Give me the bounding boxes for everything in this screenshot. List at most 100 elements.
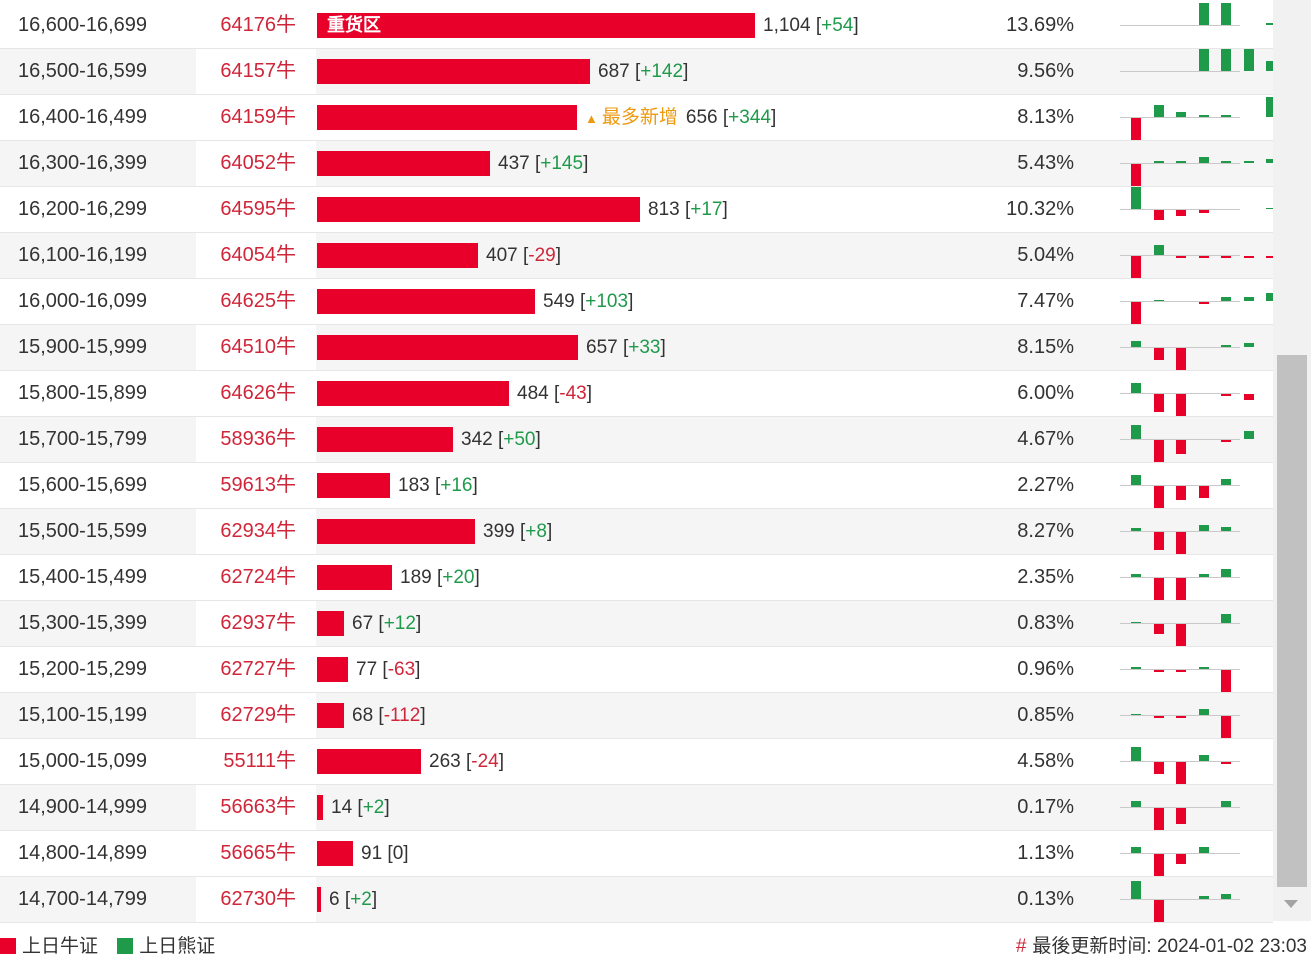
code-cell: 64054牛 — [196, 233, 316, 278]
warrant-code[interactable]: 64595牛 — [220, 198, 296, 220]
sparkline-bar — [1153, 716, 1164, 718]
table-row[interactable]: 14,900-14,999 56663牛 14 [+2] 0.17% — [0, 785, 1273, 831]
warrant-code[interactable]: 62934牛 — [220, 520, 296, 542]
warrant-code[interactable]: 56663牛 — [220, 796, 296, 818]
scroll-down-arrow-icon[interactable] — [1284, 900, 1298, 908]
sparkline-bar — [1198, 709, 1209, 715]
legend-bull-label: 上日牛证 — [22, 936, 99, 957]
sparkline-bar — [1176, 716, 1186, 718]
warrant-code[interactable]: 56665牛 — [220, 842, 296, 864]
table-row[interactable]: 16,100-16,199 64054牛 407 [-29] 5.04% — [0, 233, 1276, 279]
sparkline-bar — [1131, 256, 1141, 278]
warrant-code[interactable]: 62730牛 — [220, 888, 296, 910]
price-range: 16,600-16,699 — [18, 14, 148, 36]
sparkline-bar — [1243, 49, 1254, 71]
table-row[interactable]: 16,600-16,699 64176牛 重货区 1,104 [+54] 13.69% — [0, 3, 1276, 49]
volume-bar — [317, 611, 344, 636]
percentage: 9.56% — [1017, 60, 1074, 82]
warrant-code[interactable]: 64625牛 — [220, 290, 296, 312]
percentage: 13.69% — [1006, 14, 1074, 36]
value-text: 67 — [352, 613, 374, 634]
warrant-code[interactable]: 64159牛 — [220, 106, 296, 128]
table-row[interactable]: 15,600-15,699 59613牛 183 [+16] 2.27% — [0, 463, 1273, 509]
sparkline-baseline — [1120, 485, 1240, 486]
hash-icon: # — [1015, 936, 1027, 957]
warrant-code[interactable]: 64176牛 — [220, 14, 296, 36]
percentage: 2.27% — [1017, 474, 1074, 496]
sparkline-bar — [1198, 896, 1209, 899]
bar-cell: 183 [+16] — [316, 463, 1006, 508]
table-row[interactable]: 15,700-15,799 58936牛 342 [+50] 4.67% — [0, 417, 1273, 463]
warrant-code[interactable]: 59613牛 — [220, 474, 296, 496]
delta-text: +2 — [362, 797, 385, 818]
sparkline-bar — [1176, 256, 1186, 258]
sparkline-bar — [1176, 440, 1186, 454]
sparkline-bar — [1221, 569, 1231, 577]
warrant-code[interactable]: 55111牛 — [223, 750, 296, 772]
table-row[interactable]: 16,200-16,299 64595牛 813 [+17] 10.32% — [0, 187, 1276, 233]
sparkline-bar — [1176, 161, 1186, 163]
warrant-code[interactable]: 58936牛 — [220, 428, 296, 450]
table-row[interactable]: 15,800-15,899 64626牛 484 [-43] 6.00% — [0, 371, 1273, 417]
vertical-scrollbar[interactable] — [1273, 0, 1311, 921]
code-cell: 55111牛 — [196, 739, 316, 784]
delta-text: +12 — [383, 613, 416, 634]
percentage: 0.17% — [1017, 796, 1074, 818]
sparkline-bar — [1221, 762, 1231, 764]
price-range: 16,200-16,299 — [18, 198, 148, 220]
code-cell: 64176牛 — [196, 3, 316, 48]
bar-cell: 484 [-43] — [316, 371, 1006, 416]
warrant-code[interactable]: 64052牛 — [220, 152, 296, 174]
delta-text: 0 — [392, 843, 404, 864]
sparkline-bar — [1198, 525, 1209, 531]
value-text: 91 — [361, 843, 383, 864]
sparkline-bar — [1198, 847, 1209, 853]
table-row[interactable]: 15,100-15,199 62729牛 68 [-112] 0.85% — [0, 693, 1273, 739]
table-row[interactable]: 15,400-15,499 62724牛 189 [+20] 2.35% — [0, 555, 1273, 601]
warrant-code[interactable]: 64157牛 — [220, 60, 296, 82]
table-row[interactable]: 16,500-16,599 64157牛 687 [+142] 9.56% — [0, 49, 1276, 95]
warrant-code[interactable]: 64626牛 — [220, 382, 296, 404]
percentage: 8.13% — [1017, 106, 1074, 128]
sparkline-bar — [1243, 161, 1254, 163]
table-row[interactable]: 15,200-15,299 62727牛 77 [-63] 0.96% — [0, 647, 1273, 693]
sparkline-bar — [1131, 118, 1141, 140]
value-text: 68 — [352, 705, 374, 726]
sparkline-baseline — [1120, 301, 1240, 302]
table-row[interactable]: 15,000-15,099 55111牛 263 [-24] 4.58% — [0, 739, 1273, 785]
table-row[interactable]: 15,300-15,399 62937牛 67 [+12] 0.83% — [0, 601, 1273, 647]
delta-text: +103 — [585, 291, 629, 312]
warrant-code[interactable]: 62729牛 — [220, 704, 296, 726]
sparkline-bar — [1131, 747, 1141, 761]
warrant-code[interactable]: 64054牛 — [220, 244, 296, 266]
bar-value: 437 [+145] — [498, 153, 589, 174]
warrant-code[interactable]: 62937牛 — [220, 612, 296, 634]
scrollbar-thumb[interactable] — [1277, 355, 1307, 887]
delta-text: +145 — [540, 153, 584, 174]
trend-sparkline — [1120, 141, 1276, 186]
warrant-code[interactable]: 64510牛 — [220, 336, 296, 358]
triangle-up-icon: ▲ — [585, 111, 598, 126]
table-row[interactable]: 16,000-16,099 64625牛 549 [+103] 7.47% — [0, 279, 1276, 325]
bar-value: 6 [+2] — [329, 889, 378, 910]
code-cell: 62729牛 — [196, 693, 316, 738]
warrant-code[interactable]: 62727牛 — [220, 658, 296, 680]
price-range: 15,700-15,799 — [18, 428, 148, 450]
table-row[interactable]: 16,400-16,499 64159牛 ▲ 最多新增 656 [+344] 8.13% — [0, 95, 1276, 141]
volume-bar — [317, 151, 490, 176]
sparkline-baseline — [1120, 25, 1240, 26]
table-row[interactable]: 14,700-14,799 62730牛 6 [+2] 0.13% — [0, 877, 1273, 923]
table-row[interactable]: 14,800-14,899 56665牛 91 [0] 1.13% — [0, 831, 1273, 877]
sparkline-bar — [1153, 900, 1164, 922]
sparkline-bar — [1131, 187, 1141, 209]
table-row[interactable]: 15,500-15,599 62934牛 399 [+8] 8.27% — [0, 509, 1273, 555]
price-range: 16,100-16,199 — [18, 244, 148, 266]
trend-sparkline — [1120, 509, 1240, 554]
volume-bar — [317, 887, 321, 912]
warrant-code[interactable]: 62724牛 — [220, 566, 296, 588]
delta-text: +17 — [690, 199, 723, 220]
table-row[interactable]: 16,300-16,399 64052牛 437 [+145] 5.43% — [0, 141, 1276, 187]
table-row[interactable]: 15,900-15,999 64510牛 657 [+33] 8.15% — [0, 325, 1273, 371]
percentage: 4.67% — [1017, 428, 1074, 450]
sparkline-bar — [1131, 341, 1141, 347]
